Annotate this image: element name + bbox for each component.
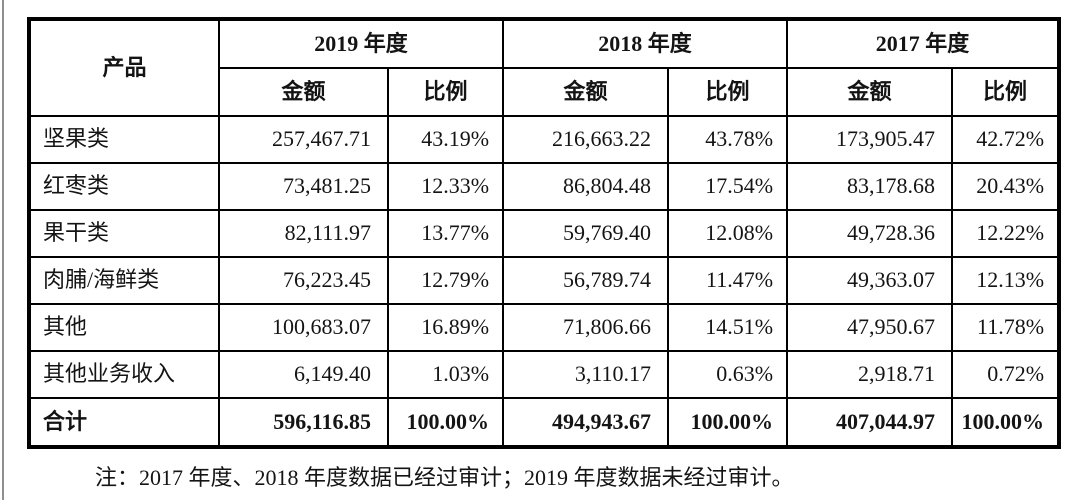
amount-cell: 56,789.74	[502, 256, 670, 305]
table-row-red-dates: 红枣类 73,481.25 12.33% 86,804.48 17.54% 83…	[28, 162, 1061, 211]
audit-footnote: 注：2017 年度、2018 年度数据已经过审计；2019 年度数据未经过审计。	[95, 465, 794, 490]
amount-cell: 49,728.36	[786, 209, 954, 258]
amount-cell: 100,683.07	[218, 303, 389, 352]
page-edge-line	[2, 0, 4, 500]
amount-cell: 59,769.40	[502, 209, 670, 258]
ratio-cell: 11.47%	[667, 256, 789, 305]
amount-cell: 49,363.07	[786, 256, 954, 305]
year-2018-header: 2018 年度	[502, 18, 789, 69]
table-body: 坚果类 257,467.71 43.19% 216,663.22 43.78% …	[28, 115, 1061, 448]
amount-cell: 3,110.17	[502, 350, 670, 399]
ratio-cell: 42.72%	[951, 115, 1061, 164]
year-2017-header: 2017 年度	[786, 18, 1061, 69]
product-column-header: 产品	[28, 18, 220, 117]
total-amount-cell: 407,044.97	[786, 397, 954, 448]
amount-cell: 71,806.66	[502, 303, 670, 352]
total-ratio-cell: 100.00%	[951, 397, 1061, 448]
ratio-cell: 1.03%	[386, 350, 505, 399]
total-ratio-cell: 100.00%	[386, 397, 505, 448]
ratio-cell: 0.72%	[951, 350, 1061, 399]
amount-header-2017: 金额	[786, 67, 954, 117]
ratio-cell: 43.19%	[386, 115, 505, 164]
amount-cell: 2,918.71	[786, 350, 954, 399]
total-amount-cell: 494,943.67	[502, 397, 670, 448]
amount-cell: 83,178.68	[786, 162, 954, 211]
amount-cell: 76,223.45	[218, 256, 389, 305]
ratio-cell: 12.22%	[951, 209, 1061, 258]
ratio-cell: 12.79%	[386, 256, 505, 305]
product-cell: 坚果类	[28, 115, 220, 164]
amount-cell: 86,804.48	[502, 162, 670, 211]
ratio-cell: 16.89%	[386, 303, 505, 352]
ratio-cell: 12.08%	[667, 209, 789, 258]
ratio-cell: 12.13%	[951, 256, 1061, 305]
table-row-other-business-income: 其他业务收入 6,149.40 1.03% 3,110.17 0.63% 2,9…	[28, 350, 1061, 399]
table-row-dried-fruit: 果干类 82,111.97 13.77% 59,769.40 12.08% 49…	[28, 209, 1061, 258]
amount-cell: 173,905.47	[786, 115, 954, 164]
amount-cell: 73,481.25	[218, 162, 389, 211]
ratio-cell: 20.43%	[951, 162, 1061, 211]
amount-cell: 216,663.22	[502, 115, 670, 164]
revenue-by-product-table: 产品 2019 年度 2018 年度 2017 年度 金额 比例 金额 比例 金…	[27, 17, 1062, 449]
amount-cell: 6,149.40	[218, 350, 389, 399]
ratio-cell: 14.51%	[667, 303, 789, 352]
product-cell: 其他业务收入	[28, 350, 220, 399]
amount-cell: 47,950.67	[786, 303, 954, 352]
table-header: 产品 2019 年度 2018 年度 2017 年度 金额 比例 金额 比例 金…	[28, 18, 1061, 117]
total-label-cell: 合计	[28, 397, 220, 448]
ratio-header-2018: 比例	[667, 67, 789, 117]
header-year-row: 产品 2019 年度 2018 年度 2017 年度	[28, 18, 1061, 117]
amount-cell: 82,111.97	[218, 209, 389, 258]
amount-header-2018: 金额	[502, 67, 670, 117]
ratio-header-2019: 比例	[386, 67, 505, 117]
table-row-nuts: 坚果类 257,467.71 43.19% 216,663.22 43.78% …	[28, 115, 1061, 164]
amount-cell: 257,467.71	[218, 115, 389, 164]
table-row-total: 合计 596,116.85 100.00% 494,943.67 100.00%…	[28, 397, 1061, 448]
product-cell: 其他	[28, 303, 220, 352]
table-row-other: 其他 100,683.07 16.89% 71,806.66 14.51% 47…	[28, 303, 1061, 352]
ratio-cell: 12.33%	[386, 162, 505, 211]
ratio-header-2017: 比例	[951, 67, 1061, 117]
amount-header-2019: 金额	[218, 67, 389, 117]
product-cell: 果干类	[28, 209, 220, 258]
product-cell: 红枣类	[28, 162, 220, 211]
year-2019-header: 2019 年度	[217, 18, 505, 69]
table-row-meat-seafood: 肉脯/海鲜类 76,223.45 12.79% 56,789.74 11.47%…	[28, 256, 1061, 305]
ratio-cell: 0.63%	[667, 350, 789, 399]
ratio-cell: 43.78%	[667, 115, 789, 164]
ratio-cell: 17.54%	[667, 162, 789, 211]
ratio-cell: 11.78%	[951, 303, 1061, 352]
total-amount-cell: 596,116.85	[218, 397, 389, 448]
total-ratio-cell: 100.00%	[667, 397, 789, 448]
header-sub-row: 金额 比例 金额 比例 金额 比例	[29, 67, 1061, 117]
product-cell: 肉脯/海鲜类	[28, 256, 220, 305]
ratio-cell: 13.77%	[386, 209, 505, 258]
